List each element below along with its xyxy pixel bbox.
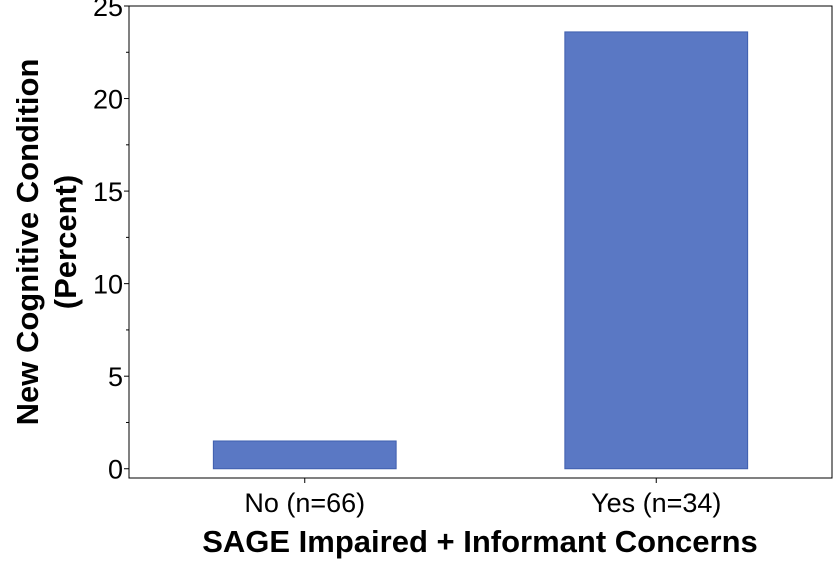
y-axis-title: New Cognitive Condition (Percent) xyxy=(10,59,83,426)
y-tick-label: 0 xyxy=(108,455,123,485)
bar-0 xyxy=(212,440,397,470)
y-axis-title-line-1: New Cognitive Condition xyxy=(10,59,45,426)
x-category-label: Yes (n=34) xyxy=(591,488,721,518)
y-tick-label: 10 xyxy=(93,270,123,300)
plot-area-frame xyxy=(128,5,833,479)
bars xyxy=(212,31,749,470)
x-axis-category-labels: No (n=66) Yes (n=34) xyxy=(244,478,721,518)
y-tick-label: 15 xyxy=(93,177,123,207)
y-tick-label: 25 xyxy=(93,0,123,22)
bar-1 xyxy=(564,31,749,470)
y-axis-ticks: 0 5 10 15 20 25 xyxy=(93,0,129,485)
y-axis-title-line-2: (Percent) xyxy=(48,175,83,309)
y-tick-label: 5 xyxy=(108,362,123,392)
x-category-label: No (n=66) xyxy=(244,488,365,518)
x-axis-title: SAGE Impaired + Informant Concerns xyxy=(202,524,758,559)
y-tick-label: 20 xyxy=(93,85,123,115)
